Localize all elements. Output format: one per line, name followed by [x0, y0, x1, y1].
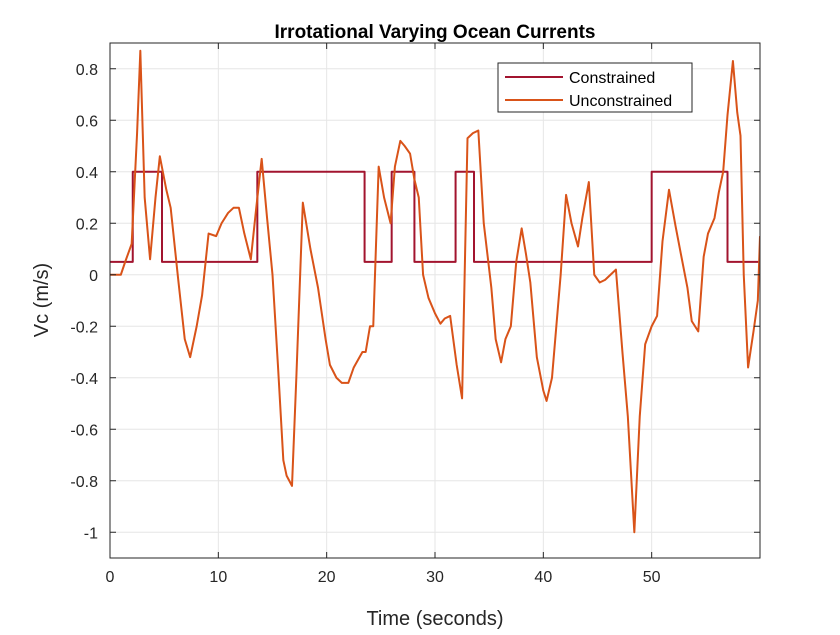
y-tick-label: -1: [84, 525, 98, 542]
legend-box: [497, 62, 693, 113]
plot-area: 0 10 20 30 40 50 -1 -0.8 -0.6 -0.4 -0.2 0 0.2 0.4 0.6 0…: [70, 42, 761, 586]
x-axis-label: Time (seconds): [366, 608, 503, 630]
y-tick-label: -0.2: [70, 319, 98, 336]
y-tick-label: 0: [89, 268, 98, 285]
x-tick-label: 10: [209, 569, 227, 586]
x-tick-label: 50: [643, 569, 661, 586]
x-tick-label: 40: [534, 569, 552, 586]
y-tick-label: 0.8: [76, 62, 98, 79]
x-tick-label: 30: [426, 569, 444, 586]
y-tick-label: -0.6: [70, 422, 98, 439]
x-tick-label: 0: [106, 569, 115, 586]
series-layer: [110, 49, 760, 534]
legend: Constrained Unconstrained: [497, 62, 693, 113]
series-line-unconstrained: [110, 49, 760, 534]
y-tick-label: 0.2: [76, 216, 98, 233]
legend-label-unconstrained: Unconstrained: [569, 93, 672, 110]
series-line-constrained: [110, 170, 760, 263]
y-tick-label: 0.6: [76, 113, 98, 130]
chart-title: Irrotational Varying Ocean Currents: [275, 22, 596, 43]
legend-label-constrained: Constrained: [569, 70, 655, 87]
y-tick-label: -0.4: [70, 371, 98, 388]
axis-ticks: 0 10 20 30 40 50 -1 -0.8 -0.6 -0.4 -0.2 0 0.2 0.4 0.6 0…: [70, 43, 760, 586]
x-tick-label: 20: [318, 569, 336, 586]
y-tick-label: -0.8: [70, 474, 98, 491]
y-axis-label: Vc (m/s): [31, 263, 53, 337]
y-tick-label: 0.4: [76, 165, 98, 182]
